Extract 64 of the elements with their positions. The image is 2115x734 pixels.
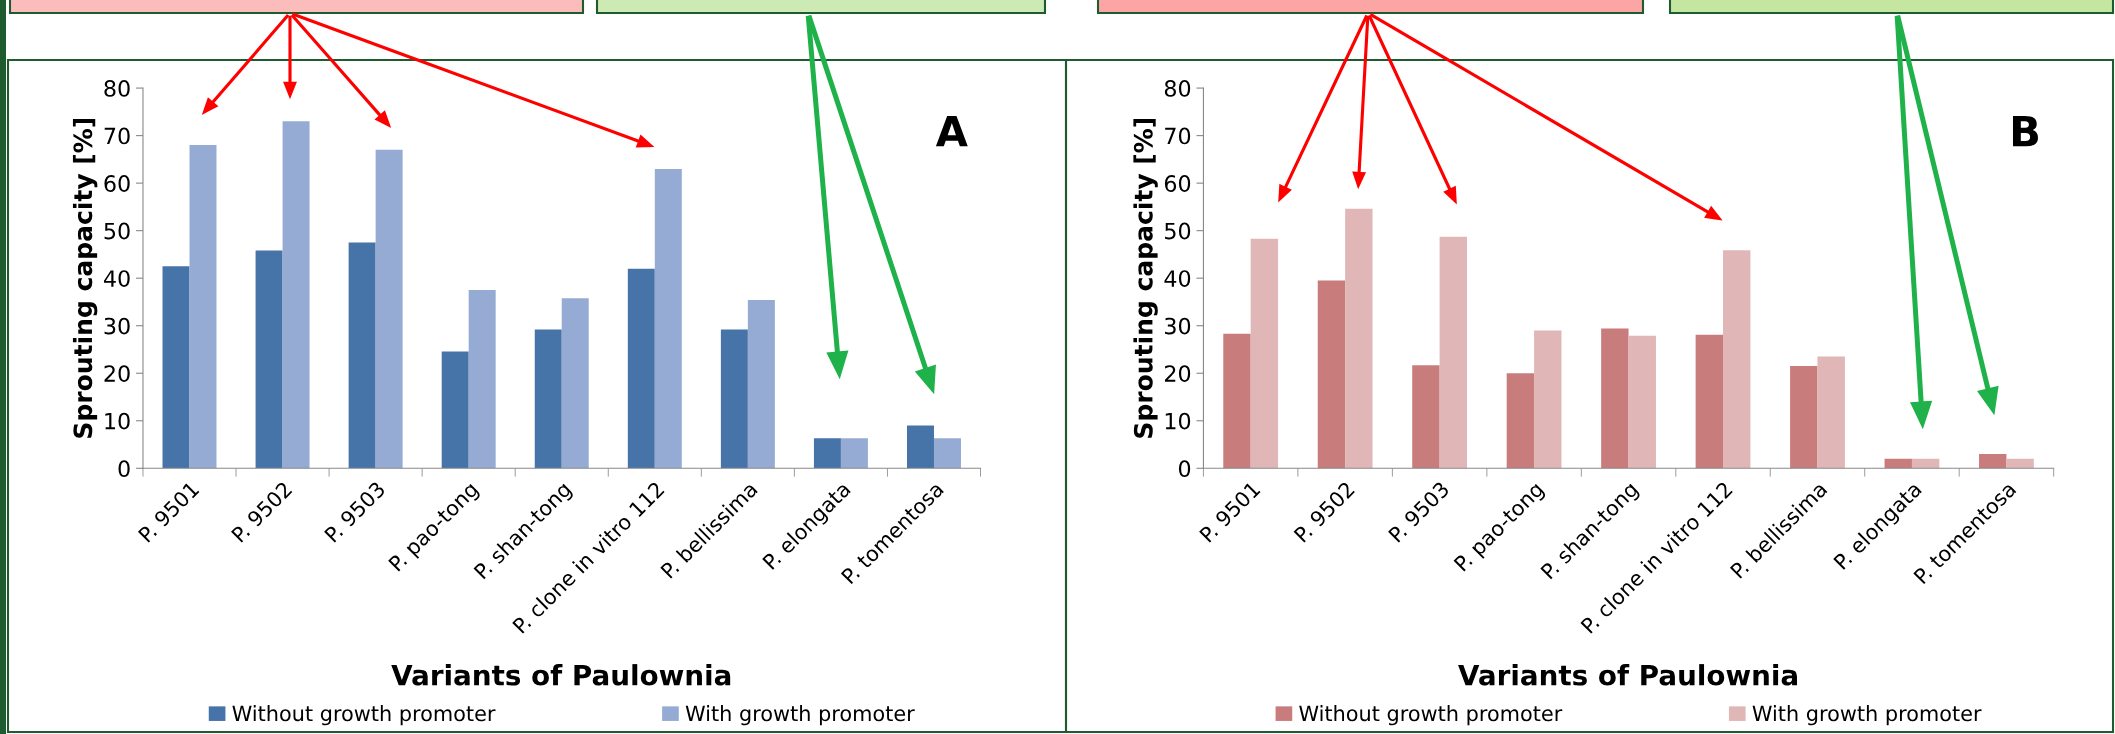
bar <box>561 298 589 469</box>
y-tick-label: 30 <box>104 317 130 335</box>
bar <box>1601 328 1629 469</box>
bar <box>1345 208 1373 469</box>
bar <box>627 268 655 469</box>
y-tick-label: 80 <box>1164 80 1191 97</box>
y-tick-label: 60 <box>104 175 130 192</box>
x-axis-title: Variants of Paulownia <box>391 664 731 686</box>
y-tick-label: 40 <box>103 270 130 287</box>
bar <box>1250 238 1279 469</box>
bar <box>1884 458 1912 469</box>
bar <box>282 121 310 469</box>
y-tick-label: 20 <box>1164 365 1191 382</box>
bar <box>654 168 682 469</box>
bar <box>1817 356 1845 469</box>
bar <box>468 290 496 469</box>
y-tick-label: 70 <box>104 127 130 145</box>
bar <box>1506 373 1535 469</box>
legend-label: Without growth promoter <box>232 705 496 726</box>
y-tick-label: 50 <box>104 222 130 240</box>
bar <box>1317 280 1346 469</box>
bar <box>840 438 868 469</box>
bar <box>1439 236 1468 469</box>
y-tick-label: 30 <box>1165 317 1191 335</box>
bar <box>255 250 283 469</box>
y-tick-label: 70 <box>1165 127 1191 145</box>
y-axis-title: Sprouting capacity [%] <box>72 118 98 438</box>
legend-label: With growth promoter <box>685 705 915 726</box>
bar <box>1412 365 1440 469</box>
bar <box>441 351 469 469</box>
bar <box>1695 334 1724 469</box>
y-tick-label: 20 <box>104 365 130 382</box>
bar <box>189 145 217 469</box>
annotation: B <box>2012 115 2038 147</box>
bar <box>348 242 376 469</box>
y-tick-label: 40 <box>1164 270 1191 287</box>
bar <box>2006 458 2034 469</box>
annotation: A <box>935 115 968 147</box>
bar <box>1628 335 1656 469</box>
y-axis-title: Sprouting capacity [%] <box>1133 118 1158 438</box>
legend-label: With growth promoter <box>1752 705 1982 726</box>
bar <box>813 438 841 469</box>
y-tick-label: 10 <box>105 412 130 430</box>
bar <box>162 266 190 469</box>
bar <box>747 300 775 469</box>
bar <box>1223 333 1251 469</box>
bar <box>1723 250 1751 469</box>
bar <box>375 149 403 469</box>
bar <box>1790 366 1818 469</box>
bar <box>1911 458 1940 469</box>
x-axis-title: Variants of Paulownia <box>1458 664 1797 686</box>
y-tick-label: 0 <box>1178 460 1191 478</box>
y-tick-label: 10 <box>1165 412 1191 430</box>
y-tick-label: 60 <box>1164 175 1191 192</box>
bar <box>933 438 961 469</box>
bar <box>1534 330 1562 469</box>
y-tick-label: 0 <box>118 460 130 478</box>
bar <box>907 425 934 469</box>
y-tick-label: 50 <box>1165 222 1191 240</box>
bar <box>534 329 562 469</box>
bar <box>1979 454 2007 469</box>
y-tick-label: 80 <box>104 80 130 97</box>
bar <box>720 329 748 469</box>
legend-label: Without growth promoter <box>1299 705 1563 726</box>
